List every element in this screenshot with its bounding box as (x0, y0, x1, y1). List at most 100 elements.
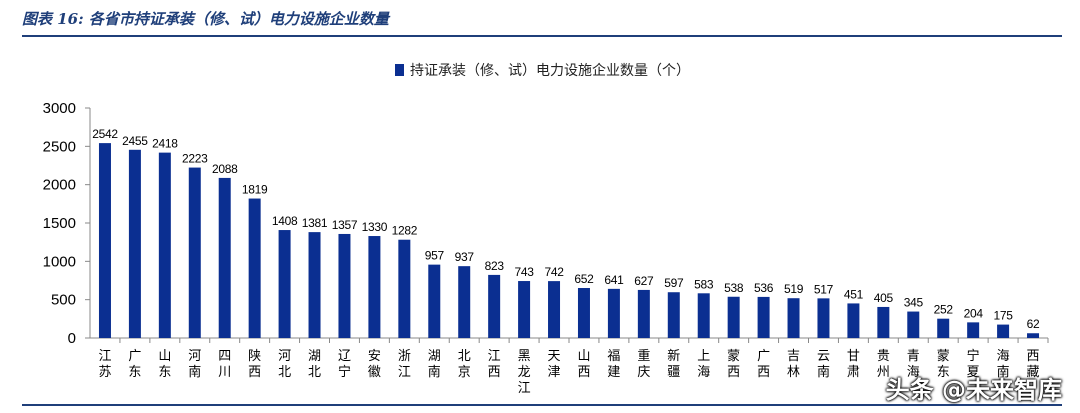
x-tick-label: 青海 (907, 349, 920, 380)
data-label: 1381 (302, 216, 328, 230)
data-label: 2418 (152, 137, 178, 151)
x-tick-label: 陕西 (248, 349, 261, 380)
data-label: 743 (515, 265, 535, 279)
x-tick-label: 贵州 (877, 349, 890, 380)
data-label: 536 (754, 281, 774, 295)
bar (338, 233, 351, 338)
data-label: 451 (844, 287, 864, 301)
data-label: 519 (784, 282, 804, 296)
y-tick-label: 2000 (43, 177, 76, 194)
x-tick-label: 北京 (458, 349, 471, 380)
data-label: 627 (634, 274, 654, 288)
x-tick-label: 宁夏 (967, 348, 980, 380)
x-tick-label: 安徽 (368, 349, 381, 380)
y-tick-label: 1500 (43, 215, 76, 232)
bar (428, 264, 441, 338)
data-label: 405 (874, 291, 894, 305)
x-tick-label: 河北 (278, 349, 291, 380)
data-label: 957 (425, 249, 445, 263)
x-tick-label: 江西 (488, 349, 501, 380)
data-label: 1408 (272, 214, 298, 228)
legend-swatch (395, 64, 404, 76)
x-tick-label: 广西 (757, 349, 770, 380)
data-label: 1330 (362, 220, 388, 234)
bar (847, 303, 860, 338)
x-tick-label: 蒙东 (937, 349, 950, 380)
bar (98, 143, 111, 338)
bar (1027, 333, 1040, 338)
data-label: 2455 (122, 134, 148, 148)
bar (368, 236, 381, 338)
bar (727, 296, 740, 338)
data-label: 538 (724, 281, 744, 295)
data-label: 2088 (212, 162, 238, 176)
bar (817, 298, 830, 338)
bar (937, 318, 950, 338)
data-label: 1819 (242, 183, 268, 197)
data-label: 597 (664, 276, 684, 290)
x-tick-label: 辽宁 (338, 349, 351, 380)
bar (967, 322, 980, 338)
x-tick-label: 广东 (128, 349, 141, 380)
bar (877, 306, 890, 338)
bar (278, 230, 291, 338)
chart-legend: 持证承装（修、试）电力设施企业数量（个） (395, 60, 690, 80)
bar (308, 232, 321, 338)
data-label: 175 (994, 309, 1014, 323)
x-tick-label: 河南 (188, 349, 201, 380)
x-tick-label: 云南 (817, 349, 830, 380)
x-tick-label: 上海 (697, 349, 710, 380)
data-label: 1282 (392, 224, 418, 238)
x-tick-label: 新疆 (667, 348, 680, 380)
bar (518, 281, 531, 338)
bar (548, 281, 561, 338)
bar (697, 293, 710, 338)
y-tick-label: 2500 (43, 138, 76, 155)
x-tick-label: 甘肃 (847, 349, 860, 380)
x-tick-label: 吉林 (787, 349, 800, 380)
data-label: 641 (604, 273, 624, 287)
bar (577, 288, 590, 338)
x-tick-label: 蒙西 (727, 349, 740, 380)
x-tick-label: 西藏 (1027, 349, 1040, 380)
x-tick-label: 江苏 (98, 349, 111, 380)
bar (248, 198, 261, 338)
x-tick-label: 山西 (577, 349, 590, 380)
data-label: 823 (485, 259, 505, 273)
bar (218, 177, 231, 338)
bar (158, 152, 171, 338)
bar (607, 288, 620, 338)
data-label: 2542 (92, 127, 118, 141)
x-tick-label: 浙江 (398, 349, 411, 380)
bar (787, 298, 800, 338)
legend-label: 持证承装（修、试）电力设施企业数量（个） (410, 63, 690, 79)
bar (128, 149, 141, 338)
x-tick-label: 福建 (607, 349, 620, 380)
data-label: 345 (904, 296, 924, 310)
x-tick-label: 湖南 (428, 349, 441, 380)
x-tick-label: 四川 (218, 349, 231, 380)
figure-title: 图表 16: 各省市持证承装（修、试）电力设施企业数量 (22, 10, 389, 28)
x-tick-label: 海南 (997, 349, 1010, 380)
data-label: 204 (964, 306, 984, 320)
x-tick-label: 重庆 (637, 348, 650, 380)
data-label: 62 (1027, 317, 1040, 331)
x-tick-label: 湖北 (308, 349, 321, 380)
x-tick-label: 黑龙江 (518, 349, 531, 396)
bar (488, 274, 501, 338)
bottom-rule (22, 404, 1062, 406)
y-tick-label: 0 (68, 330, 76, 347)
x-tick-label: 天津 (548, 349, 561, 380)
bar (188, 167, 201, 338)
watermark: 头条 @未来智库 (885, 376, 1062, 404)
x-tick-label: 山东 (158, 349, 171, 380)
y-tick-label: 500 (51, 292, 76, 309)
data-label: 252 (934, 303, 954, 317)
data-label: 517 (814, 282, 834, 296)
data-label: 937 (455, 250, 475, 264)
y-tick-label: 3000 (43, 100, 76, 117)
data-label: 583 (694, 277, 714, 291)
bar (667, 292, 680, 338)
bar (637, 289, 650, 338)
